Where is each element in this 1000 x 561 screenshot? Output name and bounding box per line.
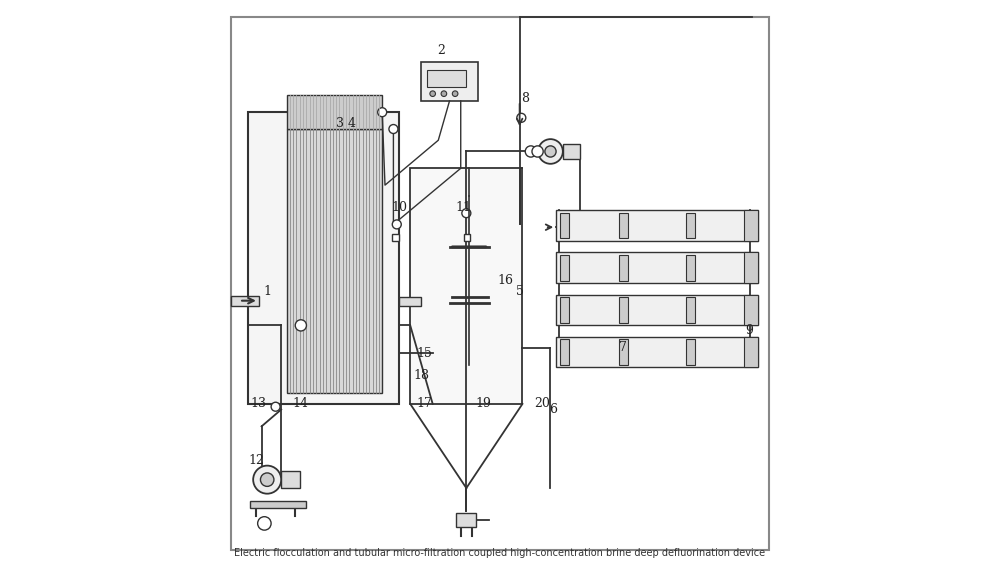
Bar <box>744 337 758 367</box>
Bar <box>560 339 569 365</box>
Text: 15: 15 <box>416 347 432 360</box>
Bar <box>248 112 399 404</box>
Circle shape <box>517 113 526 122</box>
Bar <box>421 62 478 101</box>
Circle shape <box>271 402 280 411</box>
Text: 9: 9 <box>746 324 754 338</box>
Text: 10: 10 <box>391 201 407 214</box>
Text: 17: 17 <box>416 397 432 411</box>
Bar <box>619 297 628 323</box>
Bar <box>250 501 306 508</box>
Circle shape <box>525 146 536 157</box>
Text: 2: 2 <box>437 44 445 57</box>
Text: 5: 5 <box>516 285 524 298</box>
Bar <box>556 337 758 367</box>
Bar <box>560 255 569 280</box>
Bar <box>619 255 628 280</box>
Bar <box>427 70 466 87</box>
Text: 7: 7 <box>619 341 627 355</box>
Text: 16: 16 <box>498 274 514 287</box>
Bar <box>556 210 758 241</box>
Circle shape <box>462 209 471 218</box>
Circle shape <box>392 220 401 229</box>
Circle shape <box>295 320 306 331</box>
Bar <box>686 297 695 323</box>
Bar <box>560 297 569 323</box>
Bar <box>744 252 758 283</box>
Bar <box>686 213 695 238</box>
Text: 12: 12 <box>248 453 264 467</box>
Circle shape <box>532 146 543 157</box>
Text: 19: 19 <box>475 397 491 411</box>
Bar <box>281 471 300 488</box>
Text: 20: 20 <box>534 397 550 411</box>
Circle shape <box>538 139 563 164</box>
Text: 18: 18 <box>413 369 429 383</box>
Circle shape <box>260 473 274 486</box>
Bar <box>456 513 476 527</box>
Bar <box>392 234 399 241</box>
Bar <box>563 144 580 159</box>
Bar <box>287 95 382 129</box>
Text: Electric flocculation and tubular micro-filtration coupled high-concentration br: Electric flocculation and tubular micro-… <box>234 548 766 558</box>
Bar <box>399 297 421 306</box>
Text: 11: 11 <box>456 201 472 214</box>
Bar <box>744 295 758 325</box>
Bar <box>560 213 569 238</box>
Bar <box>464 234 470 241</box>
Circle shape <box>452 91 458 96</box>
Circle shape <box>253 466 281 494</box>
Text: 4: 4 <box>347 117 355 130</box>
Bar <box>556 252 758 283</box>
Circle shape <box>389 125 398 134</box>
Text: 14: 14 <box>293 397 309 411</box>
Bar <box>556 295 758 325</box>
Circle shape <box>378 108 387 117</box>
Circle shape <box>441 91 447 96</box>
Text: 1: 1 <box>263 285 271 298</box>
Bar <box>686 339 695 365</box>
Text: 13: 13 <box>251 397 267 411</box>
Bar <box>231 296 259 306</box>
Bar <box>619 339 628 365</box>
Bar <box>287 129 382 393</box>
Bar <box>619 213 628 238</box>
Text: 6: 6 <box>549 403 557 416</box>
Bar <box>686 255 695 280</box>
Text: 8: 8 <box>521 91 529 105</box>
Circle shape <box>258 517 271 530</box>
Bar <box>744 210 758 241</box>
Text: 3: 3 <box>336 117 344 130</box>
Circle shape <box>545 146 556 157</box>
Circle shape <box>430 91 435 96</box>
Bar <box>410 168 522 404</box>
